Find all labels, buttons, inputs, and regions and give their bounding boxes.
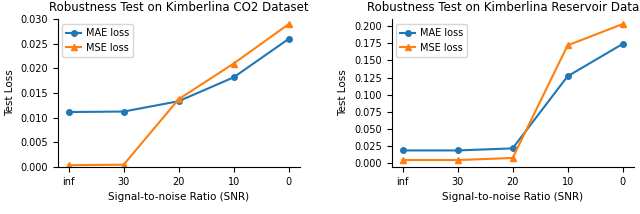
Line: MAE loss: MAE loss	[66, 36, 291, 115]
MSE loss	[399, 159, 406, 161]
MAE loss	[399, 149, 406, 152]
Legend: MAE loss, MSE loss: MAE loss, MSE loss	[63, 24, 133, 57]
MSE loss	[230, 62, 237, 65]
MAE loss	[564, 75, 572, 77]
MSE loss	[175, 98, 182, 101]
MAE loss	[175, 100, 182, 103]
MAE loss	[120, 110, 127, 113]
Line: MSE loss: MSE loss	[66, 21, 291, 168]
MSE loss	[619, 23, 627, 25]
X-axis label: Signal-to-noise Ratio (SNR): Signal-to-noise Ratio (SNR)	[442, 192, 583, 202]
MAE loss	[285, 38, 292, 40]
Legend: MAE loss, MSE loss: MAE loss, MSE loss	[396, 24, 467, 57]
MAE loss	[230, 76, 237, 79]
MAE loss	[509, 147, 516, 150]
MSE loss	[65, 164, 72, 166]
MSE loss	[564, 44, 572, 47]
MAE loss	[454, 149, 461, 152]
X-axis label: Signal-to-noise Ratio (SNR): Signal-to-noise Ratio (SNR)	[108, 192, 249, 202]
MSE loss	[285, 23, 292, 25]
MSE loss	[509, 157, 516, 159]
Line: MSE loss: MSE loss	[400, 21, 625, 163]
Y-axis label: Test Loss: Test Loss	[339, 70, 349, 116]
Y-axis label: Test Loss: Test Loss	[4, 70, 15, 116]
MSE loss	[120, 163, 127, 166]
MAE loss	[65, 111, 72, 113]
Title: Robustness Test on Kimberlina CO2 Dataset: Robustness Test on Kimberlina CO2 Datase…	[49, 1, 308, 14]
Title: Robustness Test on Kimberlina Reservoir Dataset: Robustness Test on Kimberlina Reservoir …	[367, 1, 640, 14]
Line: MAE loss: MAE loss	[400, 41, 625, 153]
MAE loss	[619, 43, 627, 45]
MSE loss	[454, 159, 461, 161]
